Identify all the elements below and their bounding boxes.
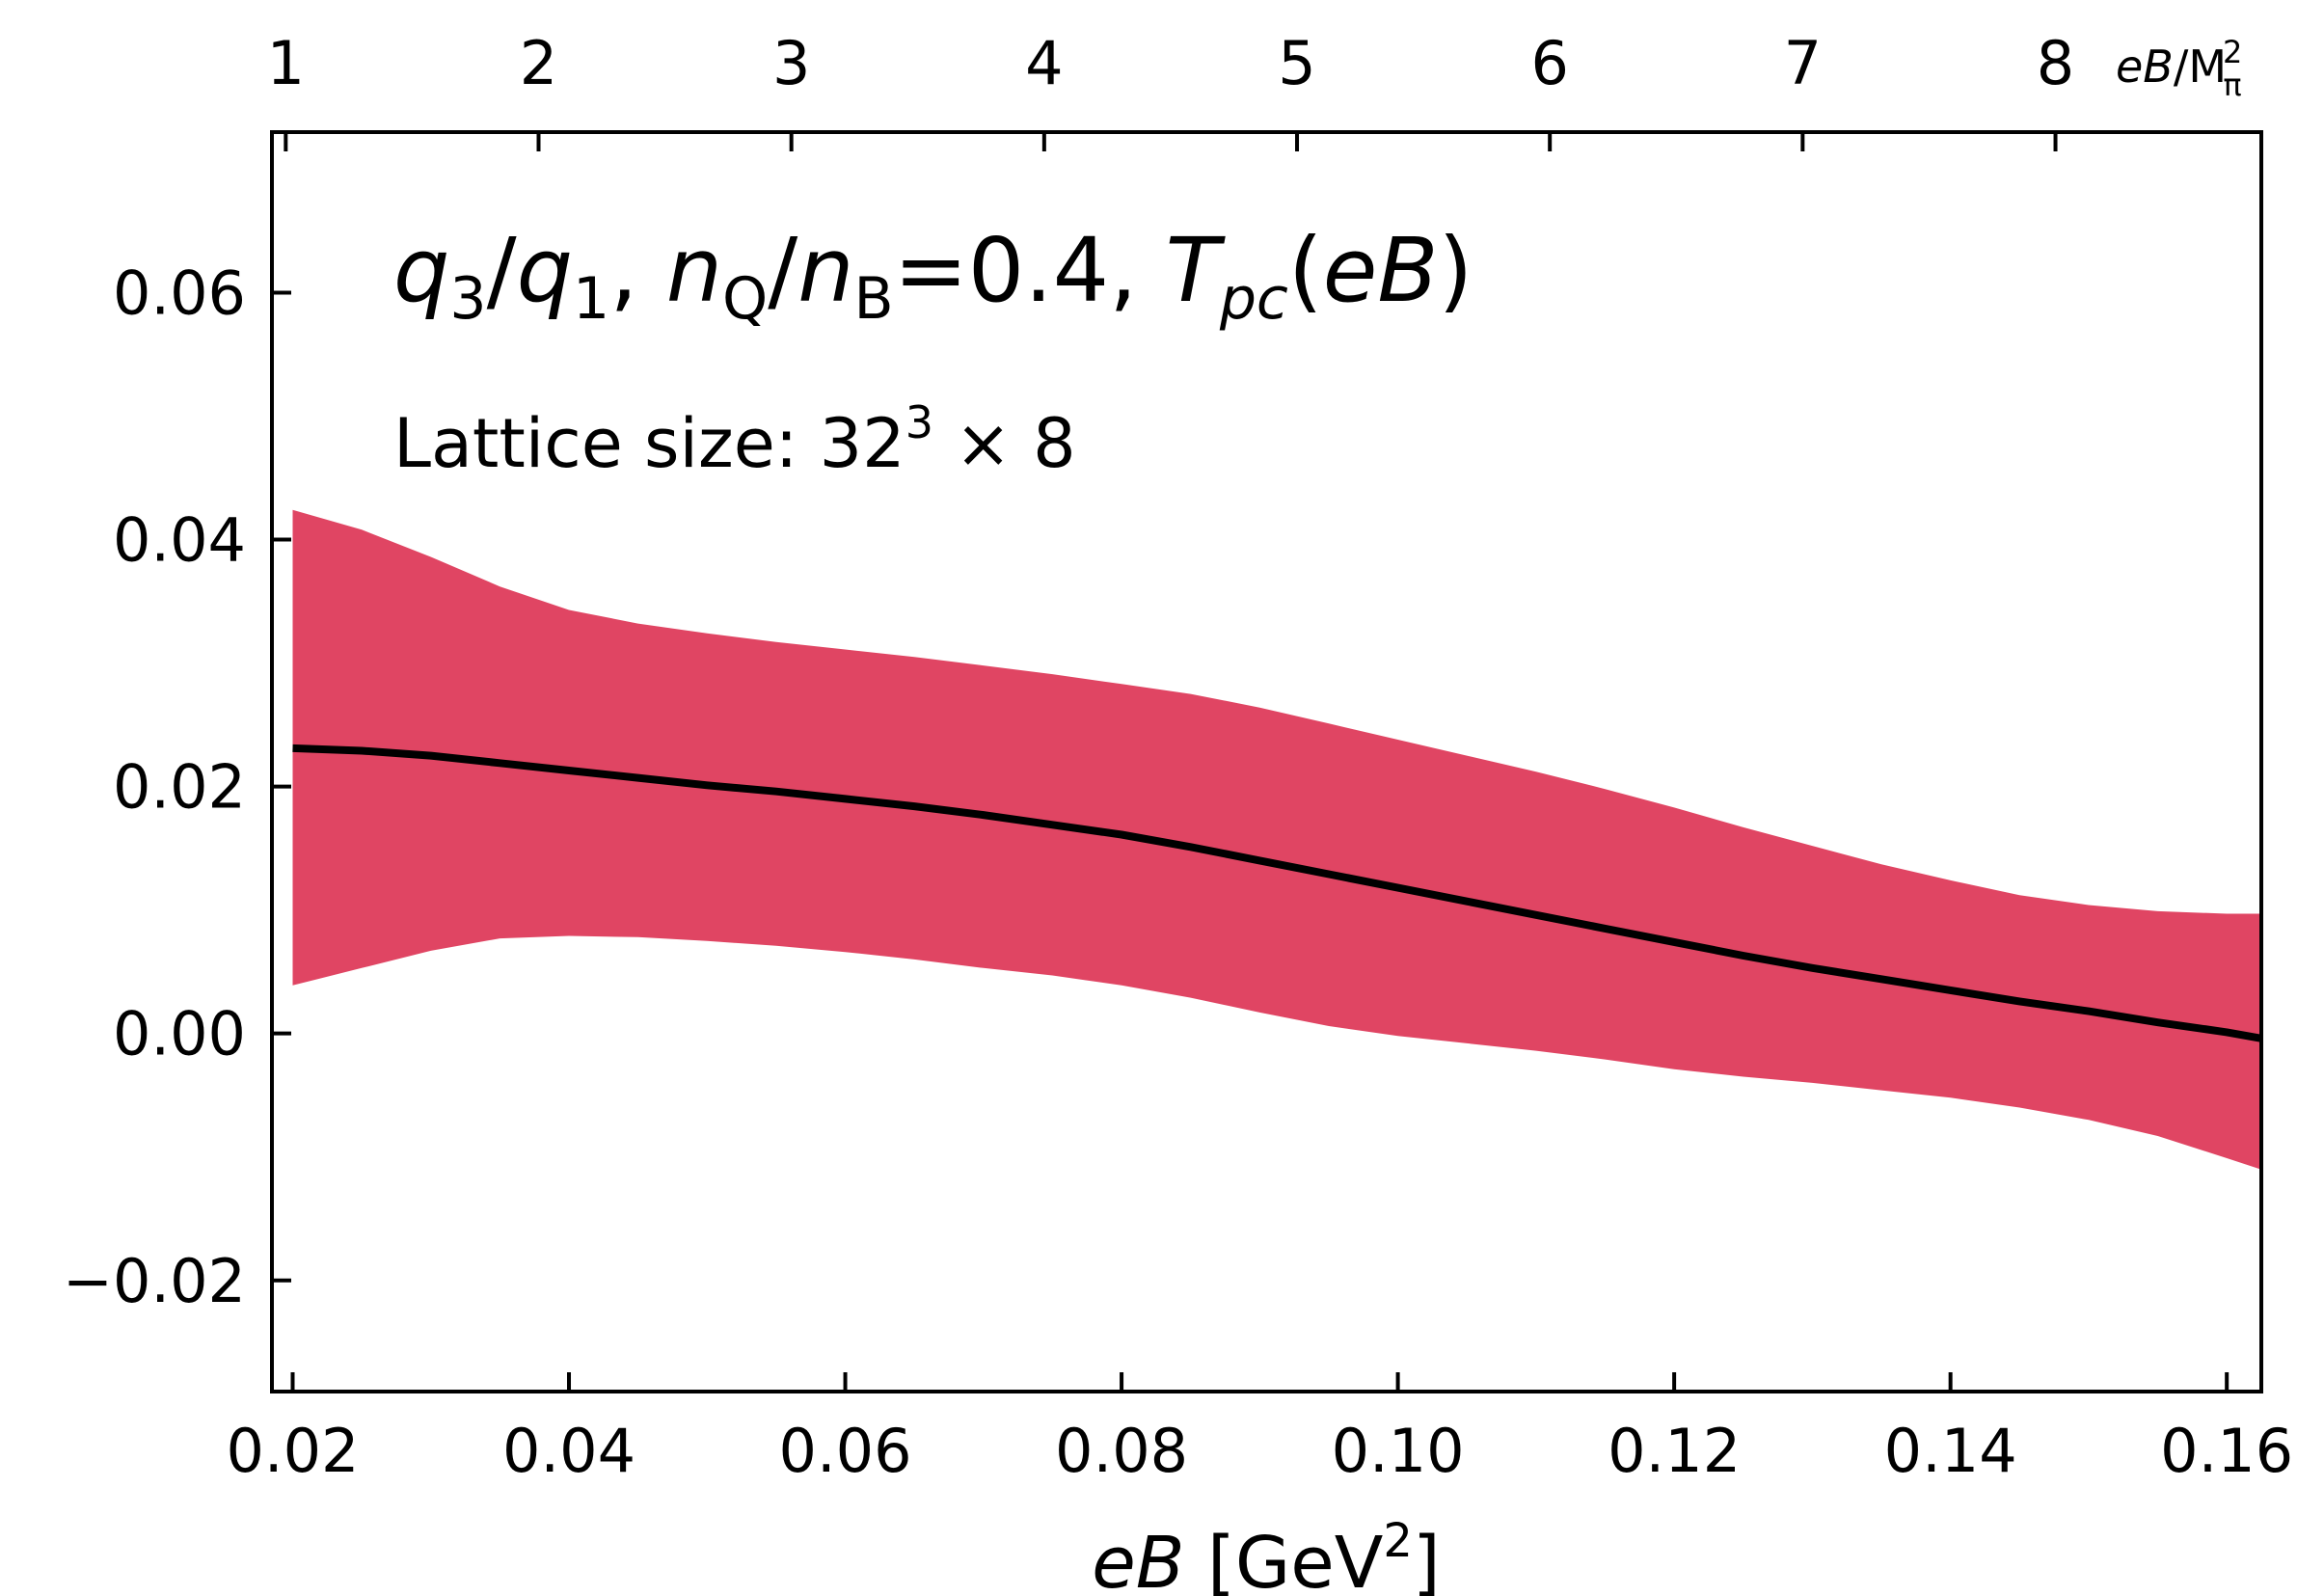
x-tick-label: 0.04: [502, 1416, 635, 1486]
y-tick-label: 0.04: [113, 505, 246, 576]
x-tick-label: 0.10: [1332, 1416, 1465, 1486]
axis-ticks: [272, 132, 2229, 1392]
top-x-tick-label: 2: [520, 28, 557, 98]
top-x-tick-label: 1: [267, 28, 305, 98]
x-tick-label: 0.06: [779, 1416, 912, 1486]
top-x-tick-label: 6: [1530, 28, 1568, 98]
y-tick-label: 0.00: [113, 999, 246, 1069]
top-axis-unit: eB/M2 π: [2116, 34, 2242, 103]
x-tick-label: 0.08: [1055, 1416, 1188, 1486]
y-tick-label: 0.06: [113, 257, 246, 328]
central-line: [292, 744, 2261, 1042]
y-tick-label: 0.02: [113, 752, 246, 823]
error-band: [292, 509, 2261, 1170]
x-tick-label: 0.16: [2160, 1416, 2293, 1486]
x-axis-title: eB [GeV2]: [1092, 1514, 1441, 1596]
main-annotation: q3/q1, nQ/nB=0.4, Tpc(eB): [393, 219, 1473, 333]
x-tick-label: 0.02: [226, 1416, 359, 1486]
top-x-tick-label: 7: [1784, 28, 1822, 98]
plot-frame: [270, 130, 2263, 1393]
x-tick-label: 0.14: [1884, 1416, 2017, 1486]
lattice-annotation: Lattice size: 323 × 8: [393, 396, 1076, 483]
top-x-tick-label: 5: [1278, 28, 1315, 98]
axis-tick-labels: 0.02 0.04 0.06 0.08 0.10 0.12 0.14 0.16 −0.02 0.0…: [63, 28, 2293, 1486]
top-x-tick-label: 8: [2037, 28, 2074, 98]
x-tick-label: 0.12: [1608, 1416, 1741, 1486]
plot-area: [292, 509, 2261, 1170]
top-x-tick-label: 4: [1025, 28, 1063, 98]
y-tick-label: −0.02: [63, 1246, 246, 1316]
top-x-tick-label: 3: [772, 28, 810, 98]
